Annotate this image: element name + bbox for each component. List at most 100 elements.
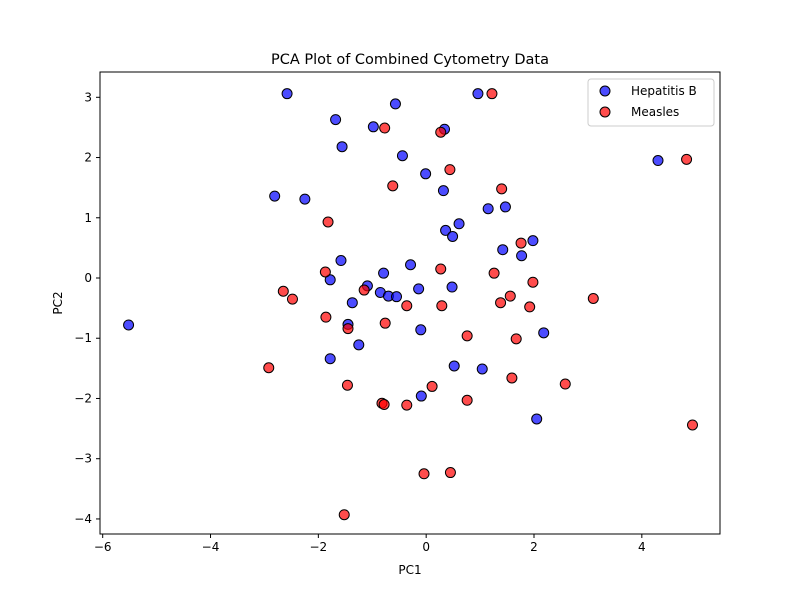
point-hepatitis-b <box>516 250 528 262</box>
y-axis-ticks: −4 −3 −2 −1 0 1 2 3 <box>74 90 100 526</box>
point-hepatitis-b <box>472 88 484 100</box>
point-hepatitis-b <box>335 255 347 267</box>
point-measles <box>435 126 447 138</box>
point-measles <box>504 290 516 302</box>
points-layer <box>123 88 698 521</box>
point-hepatitis-b <box>440 224 452 236</box>
point-measles <box>401 300 413 312</box>
legend-label-hepatitis-b: Hepatitis B <box>631 84 697 98</box>
point-hepatitis-b <box>346 297 358 309</box>
x-tick-label: −2 <box>309 540 327 554</box>
point-measles <box>461 394 473 406</box>
point-hepatitis-b <box>499 201 511 213</box>
point-measles <box>510 333 522 345</box>
point-hepatitis-b <box>281 88 293 100</box>
point-measles <box>341 379 353 391</box>
point-measles <box>322 216 334 228</box>
point-hepatitis-b <box>123 319 135 331</box>
y-tick-label: 1 <box>84 211 92 225</box>
point-measles <box>444 164 456 176</box>
point-hepatitis-b <box>353 339 365 351</box>
point-measles <box>527 276 539 288</box>
point-measles <box>401 399 413 411</box>
point-hepatitis-b <box>437 185 449 197</box>
point-hepatitis-b <box>476 363 488 375</box>
y-tick-label: −1 <box>74 331 92 345</box>
point-hepatitis-b <box>378 267 390 279</box>
point-measles <box>435 263 447 275</box>
legend-marker-measles <box>599 106 611 118</box>
point-hepatitis-b <box>367 121 379 133</box>
point-measles <box>687 419 698 431</box>
legend: Hepatitis B Measles <box>587 78 715 127</box>
point-measles <box>277 285 289 297</box>
point-hepatitis-b <box>538 327 550 339</box>
point-measles <box>379 122 391 134</box>
x-tick-label: 4 <box>638 540 646 554</box>
point-measles <box>515 237 527 249</box>
point-hepatitis-b <box>447 230 459 242</box>
point-hepatitis-b <box>389 98 401 110</box>
y-tick-label: −3 <box>74 452 92 466</box>
point-hepatitis-b <box>482 203 494 215</box>
point-measles <box>338 509 350 521</box>
x-tick-label: −6 <box>94 540 112 554</box>
x-axis-label: PC1 <box>398 563 421 577</box>
point-measles <box>387 180 399 192</box>
point-measles <box>524 301 536 313</box>
point-measles <box>486 88 498 100</box>
y-tick-label: −4 <box>74 512 92 526</box>
point-measles <box>426 380 438 392</box>
point-measles <box>263 362 275 374</box>
y-tick-label: 2 <box>84 151 92 165</box>
point-measles <box>436 300 448 312</box>
point-hepatitis-b <box>330 114 342 126</box>
point-hepatitis-b <box>396 150 408 162</box>
plot-frame <box>99 71 721 535</box>
point-measles <box>587 292 599 304</box>
x-axis-ticks: −6 −4 −2 0 2 4 <box>94 534 646 554</box>
point-hepatitis-b <box>652 155 664 167</box>
legend-box <box>587 78 715 127</box>
point-measles <box>320 311 332 323</box>
point-measles <box>559 378 571 390</box>
point-hepatitis-b <box>324 274 336 286</box>
point-measles <box>488 267 500 279</box>
point-measles <box>418 468 430 480</box>
point-measles <box>495 297 507 309</box>
point-hepatitis-b <box>405 259 417 271</box>
point-hepatitis-b <box>527 235 539 247</box>
x-tick-label: 2 <box>530 540 538 554</box>
y-tick-label: 0 <box>84 271 92 285</box>
y-axis-label: PC2 <box>51 291 65 314</box>
point-hepatitis-b <box>497 244 509 256</box>
y-tick-label: 3 <box>84 90 92 104</box>
point-measles <box>319 266 331 278</box>
point-hepatitis-b <box>446 281 458 293</box>
point-hepatitis-b <box>415 390 427 402</box>
x-tick-label: −4 <box>202 540 220 554</box>
point-measles <box>379 317 391 329</box>
point-measles <box>444 467 456 479</box>
point-hepatitis-b <box>299 193 311 205</box>
point-measles <box>496 183 508 195</box>
point-measles <box>342 323 354 335</box>
point-hepatitis-b <box>448 360 460 372</box>
point-measles <box>358 284 370 296</box>
point-hepatitis-b <box>391 291 403 303</box>
point-measles <box>506 372 518 384</box>
y-tick-label: −2 <box>74 391 92 405</box>
point-hepatitis-b <box>269 190 281 202</box>
legend-marker-hepatitis-b <box>599 85 611 97</box>
x-tick-label: 0 <box>422 540 430 554</box>
point-measles <box>286 293 298 305</box>
chart-title: PCA Plot of Combined Cytometry Data <box>271 52 549 68</box>
point-measles <box>681 153 693 165</box>
point-hepatitis-b <box>324 353 336 365</box>
point-hepatitis-b <box>413 283 425 295</box>
point-hepatitis-b <box>415 324 427 336</box>
point-hepatitis-b <box>453 218 465 230</box>
point-hepatitis-b <box>531 413 543 425</box>
legend-label-measles: Measles <box>631 105 679 119</box>
